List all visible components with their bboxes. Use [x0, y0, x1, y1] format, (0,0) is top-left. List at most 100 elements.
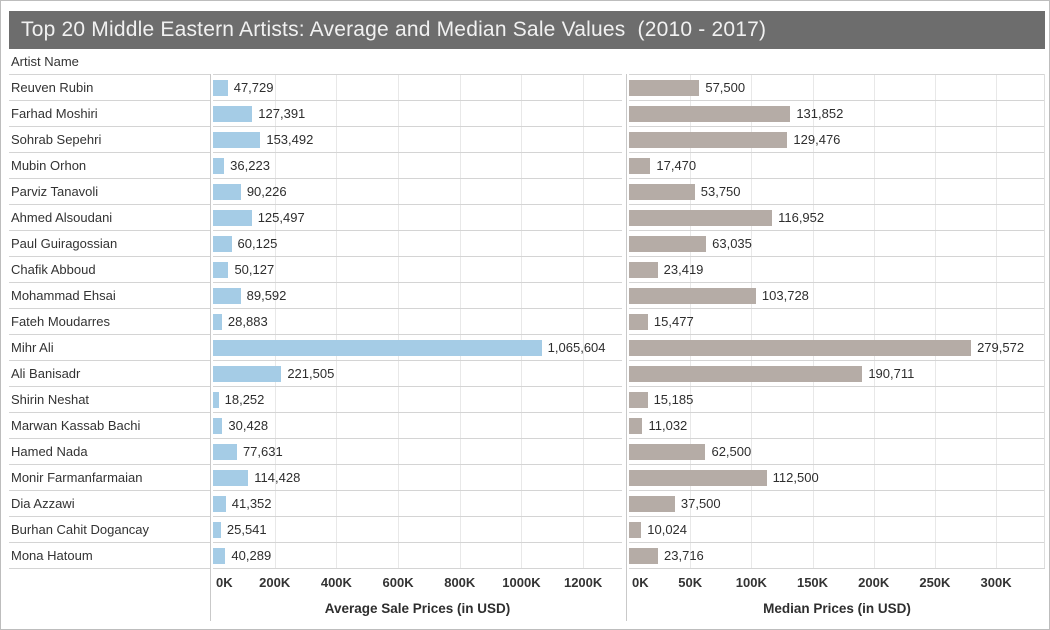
axis-tick-label: 1000K: [502, 575, 541, 590]
average-bar[interactable]: [213, 235, 232, 252]
table-row: 40,289: [213, 543, 622, 569]
median-bar[interactable]: [629, 469, 767, 486]
artist-name-label[interactable]: Dia Azzawi: [11, 496, 75, 511]
table-row: 129,476: [629, 127, 1045, 153]
average-bar[interactable]: [213, 443, 237, 460]
artist-name-label[interactable]: Parviz Tanavoli: [11, 184, 99, 199]
median-bar[interactable]: [629, 157, 651, 174]
median-bar[interactable]: [629, 209, 773, 226]
median-bar[interactable]: [629, 287, 756, 304]
bar-value-label: 77,631: [242, 444, 283, 459]
artist-name-label[interactable]: Mona Hatoum: [11, 548, 93, 563]
artist-name-label[interactable]: Ahmed Alsoudani: [11, 210, 113, 225]
artist-name-label[interactable]: Marwan Kassab Bachi: [11, 418, 141, 433]
median-bar[interactable]: [629, 105, 791, 122]
table-row: Mona Hatoum: [9, 543, 210, 569]
median-bar[interactable]: [629, 183, 695, 200]
average-bar[interactable]: [213, 287, 241, 304]
bar-value-label: 30,428: [228, 418, 269, 433]
artist-name-label[interactable]: Mubin Orhon: [11, 158, 87, 173]
table-row: 62,500: [629, 439, 1045, 465]
median-bar[interactable]: [629, 313, 648, 330]
average-bar[interactable]: [213, 183, 241, 200]
median-bar[interactable]: [629, 131, 788, 148]
median-bar[interactable]: [629, 391, 648, 408]
artist-name-label[interactable]: Shirin Neshat: [11, 392, 90, 407]
bar-value-label: 10,024: [647, 522, 688, 537]
median-bar[interactable]: [629, 495, 675, 512]
artist-name-label[interactable]: Paul Guiragossian: [11, 236, 118, 251]
average-bar[interactable]: [213, 391, 219, 408]
median-bar[interactable]: [629, 235, 707, 252]
bar-value-label: 28,883: [227, 314, 268, 329]
table-row: 53,750: [629, 179, 1045, 205]
table-row: 112,500: [629, 465, 1045, 491]
artist-name-label[interactable]: Chafik Abboud: [11, 262, 96, 277]
bar-value-label: 36,223: [230, 158, 270, 173]
average-bar[interactable]: [213, 521, 221, 538]
axis-tick-label: 200K: [259, 575, 291, 590]
gridline: [812, 75, 814, 569]
median-bar[interactable]: [629, 547, 659, 564]
average-bar[interactable]: [213, 313, 222, 330]
gridline: [274, 75, 276, 569]
table-row: 153,492: [213, 127, 622, 153]
artist-name-label[interactable]: Reuven Rubin: [11, 80, 94, 95]
artist-name-label[interactable]: Monir Farmanfarmaian: [11, 470, 143, 485]
median-bar[interactable]: [629, 339, 972, 356]
table-row: 127,391: [213, 101, 622, 127]
bar-value-label: 153,492: [266, 132, 314, 147]
table-row: 57,500: [629, 75, 1045, 101]
median-bar[interactable]: [629, 417, 643, 434]
median-bar[interactable]: [629, 365, 863, 382]
average-bar[interactable]: [213, 365, 282, 382]
artist-name-label[interactable]: Mohammad Ehsai: [11, 288, 116, 303]
artist-name-label[interactable]: Burhan Cahit Dogancay: [11, 522, 150, 537]
artist-name-label[interactable]: Farhad Moshiri: [11, 106, 98, 121]
average-bar[interactable]: [213, 105, 253, 122]
average-bar[interactable]: [213, 339, 542, 356]
median-bar[interactable]: [629, 261, 658, 278]
bar-value-label: 40,289: [231, 548, 272, 563]
average-bar[interactable]: [213, 495, 226, 512]
average-bar[interactable]: [213, 157, 225, 174]
average-bar[interactable]: [213, 131, 261, 148]
artist-name-label[interactable]: Sohrab Sepehri: [11, 132, 102, 147]
axis-tick-label: 150K: [796, 575, 829, 590]
bar-value-label: 63,035: [712, 236, 752, 251]
axis-tick-label: 600K: [382, 575, 414, 590]
average-axis-title: Average Sale Prices (in USD): [324, 601, 511, 616]
gridline: [690, 75, 692, 569]
average-bars: 47,729 127,391 153,492 36,223 90,226 125,497 6…: [213, 75, 622, 569]
bar-value-label: 90,226: [246, 184, 287, 199]
axis-tick-label: 1200K: [563, 575, 603, 590]
bar-value-label: 15,185: [653, 392, 694, 407]
table-row: Mihr Ali: [9, 335, 210, 361]
average-bar[interactable]: [213, 79, 228, 96]
table-row: Chafik Abboud: [9, 257, 210, 283]
average-axis-ticks: 0K 200K 400K 600K 800K 1000K 1200K: [213, 575, 622, 593]
bar-value-label: 25,541: [226, 522, 267, 537]
table-row: 28,883: [213, 309, 622, 335]
average-bar[interactable]: [213, 261, 229, 278]
table-row: Ali Banisadr: [9, 361, 210, 387]
table-row: Shirin Neshat: [9, 387, 210, 413]
table-row: 37,500: [629, 491, 1045, 517]
table-row: 17,470: [629, 153, 1045, 179]
artist-name-label[interactable]: Mihr Ali: [11, 340, 54, 355]
table-row: Dia Azzawi: [9, 491, 210, 517]
axis-tick-label: 100K: [735, 575, 767, 590]
artist-name-label[interactable]: Hamed Nada: [11, 444, 88, 459]
median-bar[interactable]: [629, 521, 642, 538]
median-bar[interactable]: [629, 79, 700, 96]
gridline: [521, 75, 523, 569]
artist-name-label[interactable]: Fateh Moudarres: [11, 314, 110, 329]
average-bar[interactable]: [213, 209, 252, 226]
median-bar[interactable]: [629, 443, 706, 460]
axis-tick-label: 200K: [858, 575, 890, 590]
table-row: 77,631: [213, 439, 622, 465]
artist-name-label[interactable]: Ali Banisadr: [11, 366, 81, 381]
average-bar[interactable]: [213, 417, 223, 434]
average-bar[interactable]: [213, 547, 226, 564]
average-bar[interactable]: [213, 469, 249, 486]
